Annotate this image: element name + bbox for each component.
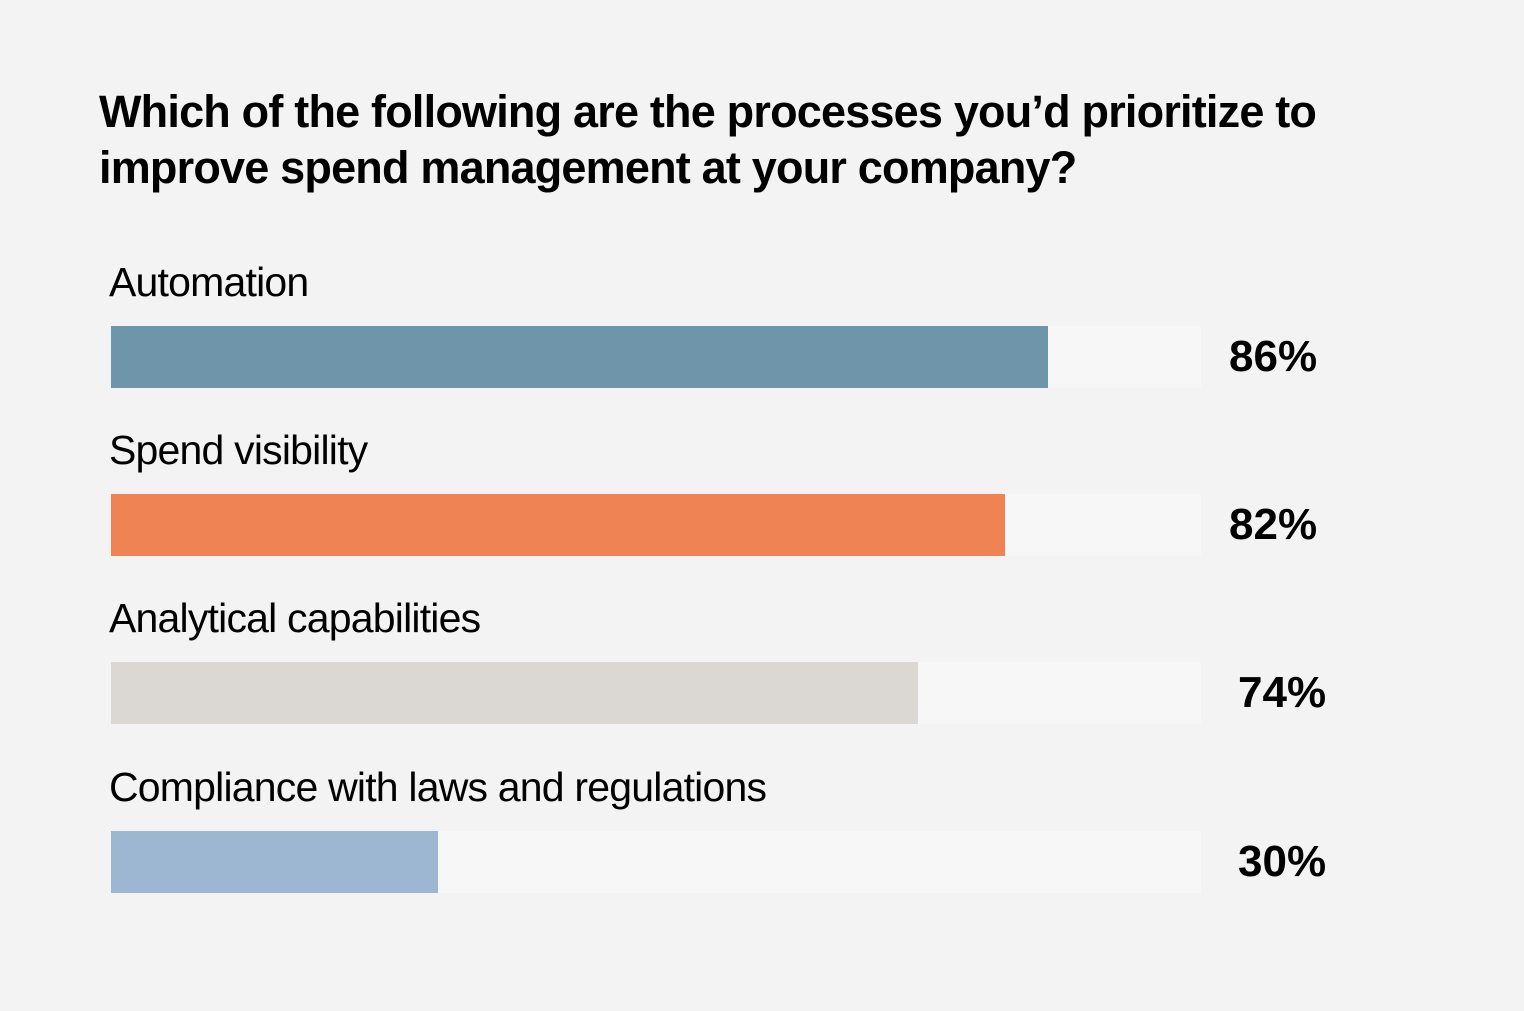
data-label: 86%	[1229, 332, 1318, 381]
category-label: Spend visibility	[109, 427, 368, 473]
category-label: Compliance with laws and regulations	[109, 764, 767, 810]
bar-track	[111, 831, 1201, 893]
data-label: 82%	[1229, 500, 1318, 549]
bar-track	[111, 326, 1201, 388]
bar-track	[111, 662, 1201, 724]
bar	[111, 326, 1049, 388]
bar	[111, 831, 438, 893]
data-label: 74%	[1238, 668, 1327, 717]
data-label: 30%	[1238, 837, 1327, 886]
bar	[111, 494, 1005, 556]
chart-title: Which of the following are the processes…	[99, 86, 1317, 193]
bar	[111, 662, 918, 724]
bar-track	[111, 494, 1201, 556]
category-label: Automation	[109, 259, 309, 305]
category-label: Analytical capabilities	[109, 595, 481, 641]
